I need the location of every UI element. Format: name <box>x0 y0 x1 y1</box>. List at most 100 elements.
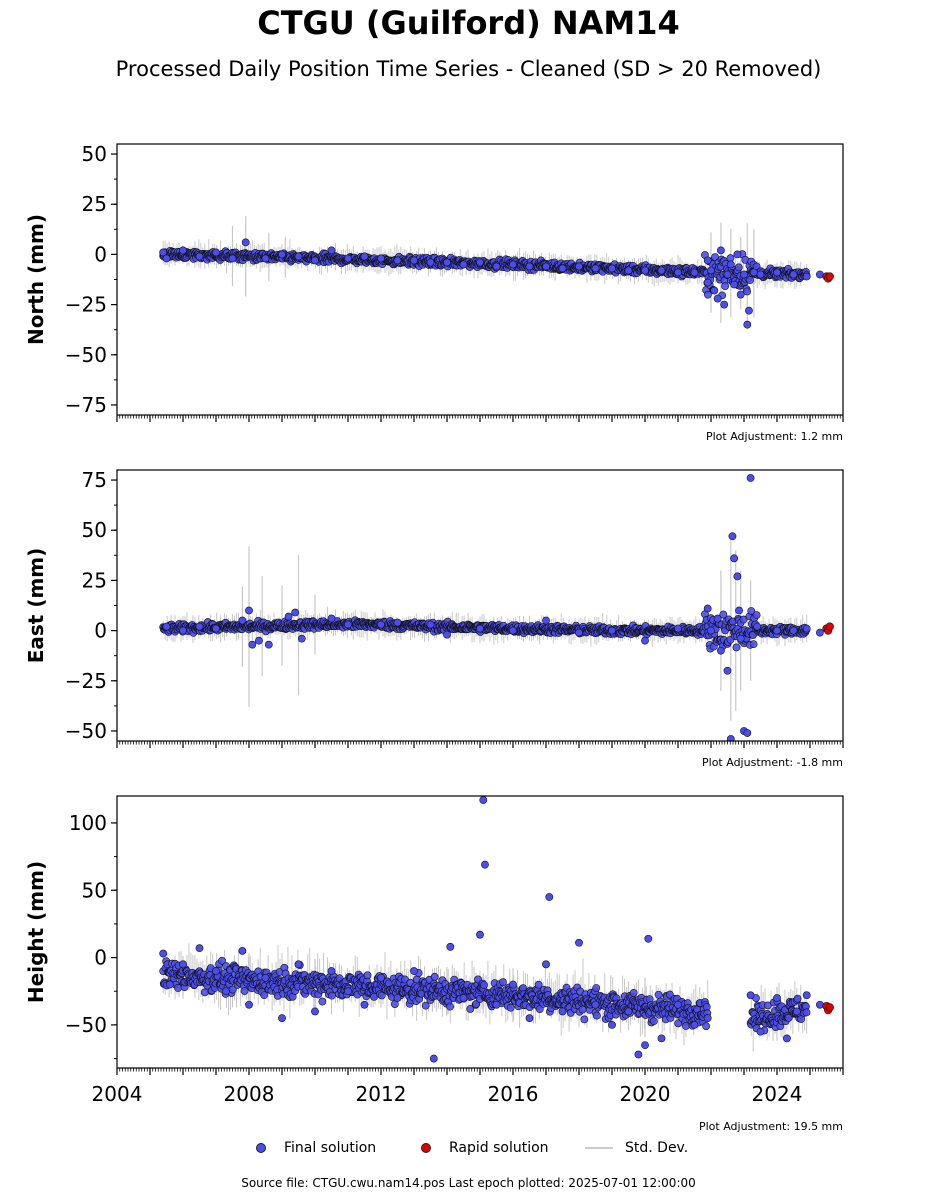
final-point <box>707 266 715 275</box>
final-point <box>629 988 638 997</box>
final-point <box>793 994 802 1003</box>
final-point <box>740 270 748 279</box>
final-point <box>466 1005 475 1013</box>
final-point <box>509 626 517 635</box>
final-point <box>245 606 253 615</box>
final-point <box>558 264 567 273</box>
y-tick-label: 50 <box>82 518 107 542</box>
final-point <box>734 263 743 272</box>
final-point <box>575 262 583 271</box>
final-point <box>278 1014 286 1023</box>
final-point <box>476 258 484 267</box>
final-point <box>430 972 439 981</box>
final-point <box>240 987 249 995</box>
final-point <box>443 630 451 639</box>
final-point <box>703 256 712 265</box>
final-point <box>429 1054 438 1063</box>
final-point <box>159 248 168 257</box>
final-point <box>717 646 725 655</box>
final-point <box>241 238 250 247</box>
final-point <box>238 616 247 625</box>
final-point <box>575 628 583 637</box>
final-point <box>641 636 649 645</box>
y-tick-label: −75 <box>65 393 107 417</box>
final-point <box>284 612 293 621</box>
final-point <box>261 254 270 263</box>
final-point <box>745 306 753 315</box>
final-point <box>318 997 327 1006</box>
final-point <box>690 268 699 277</box>
final-point <box>732 643 741 652</box>
y-tick-label: 50 <box>82 142 107 166</box>
final-point <box>200 988 209 997</box>
y-tick-label: 0 <box>94 242 107 266</box>
final-point <box>291 608 300 617</box>
final-point <box>481 860 489 869</box>
final-point <box>195 252 204 261</box>
final-point <box>591 1000 600 1009</box>
final-point <box>294 960 303 969</box>
final-point <box>703 278 712 287</box>
final-point <box>717 246 725 255</box>
final-point <box>479 796 488 804</box>
final-point <box>749 640 758 649</box>
final-point <box>534 980 543 989</box>
y-tick-label: 0 <box>94 946 107 970</box>
final-point <box>674 268 682 277</box>
chart-title: CTGU (Guilford) NAM14 <box>257 4 680 42</box>
final-point <box>690 1021 699 1029</box>
final-point <box>654 990 663 999</box>
final-point <box>756 270 765 279</box>
final-point <box>377 973 385 982</box>
final-point <box>426 620 435 629</box>
final-point <box>542 262 550 271</box>
final-point <box>726 735 735 741</box>
final-point <box>733 572 742 581</box>
final-point <box>446 942 455 951</box>
final-point <box>743 729 752 737</box>
final-point <box>736 634 745 643</box>
final-point <box>721 282 730 291</box>
panel-1: 50 25 0 −25 −50 −75 North (mm) Plot Adjustment:… <box>24 142 844 443</box>
final-point <box>750 268 758 277</box>
final-point <box>238 946 247 955</box>
final-point <box>802 991 811 1000</box>
final-point <box>592 1011 601 1020</box>
final-point <box>195 622 204 631</box>
final-point <box>747 607 756 615</box>
final-point <box>245 1000 253 1009</box>
final-point <box>736 290 745 299</box>
final-point <box>212 967 220 975</box>
plot-area <box>159 796 834 1063</box>
final-point <box>195 944 204 953</box>
final-point <box>575 938 583 947</box>
final-point <box>363 971 372 980</box>
final-point <box>327 967 336 975</box>
final-point <box>735 606 743 615</box>
final-point <box>728 532 737 541</box>
final-point <box>377 620 385 629</box>
final-point <box>480 981 488 989</box>
y-tick-label: −50 <box>65 719 107 743</box>
final-point <box>344 987 352 996</box>
plot-area <box>159 474 834 741</box>
final-point <box>746 991 755 1000</box>
final-point <box>578 1005 587 1014</box>
plot-adjustment-label: Plot Adjustment: 1.2 mm <box>706 430 843 443</box>
final-point <box>743 287 752 296</box>
final-point <box>789 270 798 279</box>
final-point <box>608 626 616 635</box>
final-point <box>710 286 719 295</box>
final-point <box>756 1027 765 1036</box>
final-point <box>327 991 336 1000</box>
final-point <box>802 1008 811 1017</box>
rapid-point <box>825 622 834 631</box>
final-point <box>726 260 735 269</box>
y-tick-label: 25 <box>82 192 107 216</box>
final-point <box>703 1014 712 1023</box>
rapid-point <box>825 272 834 281</box>
final-point <box>591 264 600 273</box>
final-point <box>297 634 306 643</box>
final-point <box>443 258 451 267</box>
